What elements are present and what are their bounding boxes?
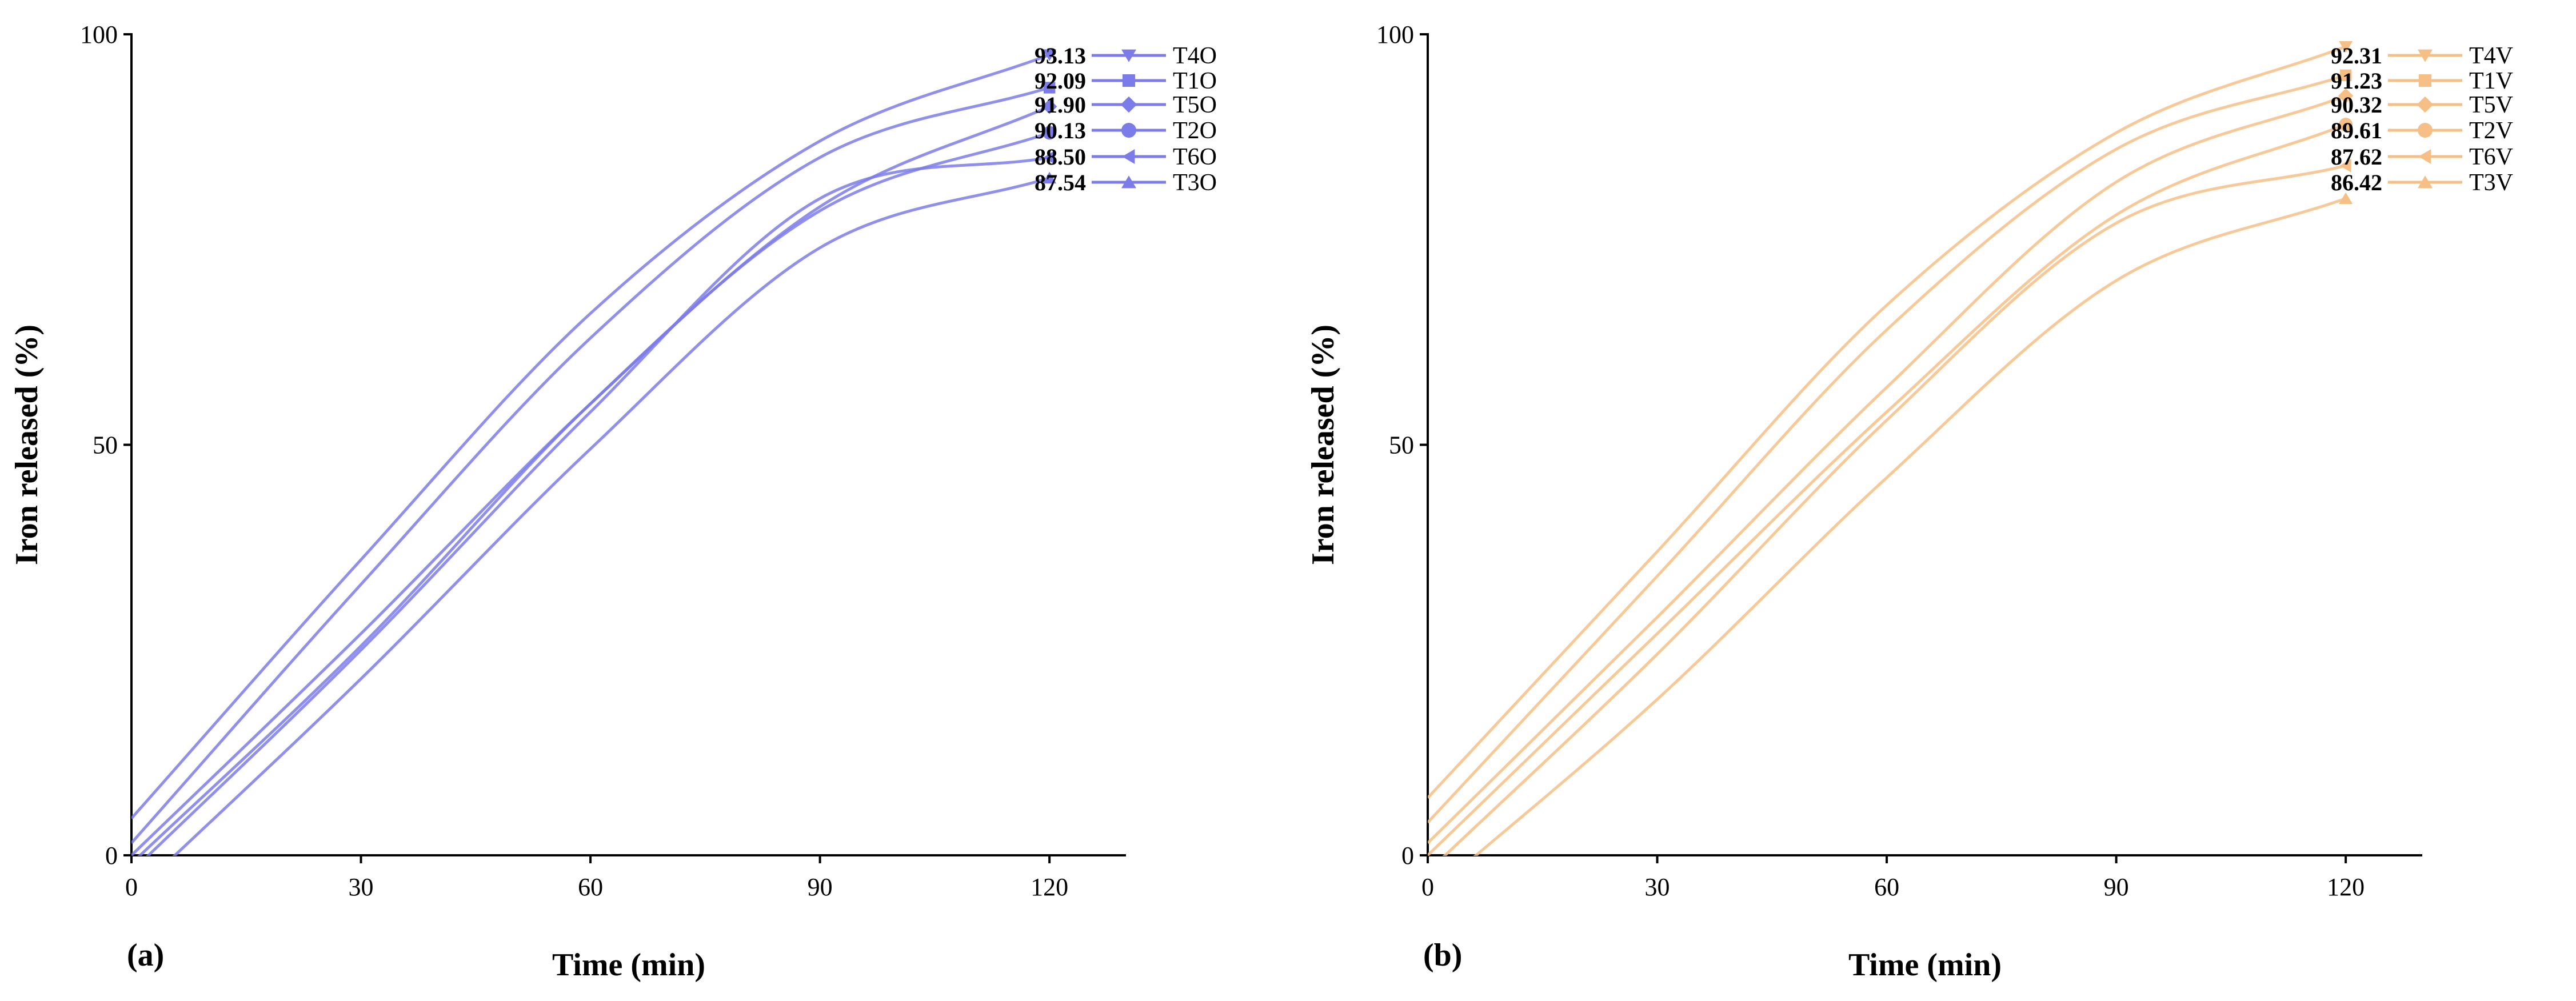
- end-value-label-T4V: 92.31: [2331, 43, 2382, 69]
- legend-marker-T6V: [2418, 149, 2431, 164]
- end-value-label-T3O: 87.54: [1035, 170, 1086, 195]
- y-tick-label-b: 0: [1401, 842, 1414, 870]
- series-line-T6V: [1442, 164, 2346, 856]
- end-value-label-T4O: 93.13: [1035, 43, 1086, 69]
- legend-marker-T3O: [1121, 175, 1136, 189]
- y-tick-label-a: 0: [105, 842, 118, 870]
- legend-label-T4V: T4V: [2469, 43, 2513, 69]
- series-line-T1V: [1428, 74, 2346, 824]
- x-tick-label-a: 90: [808, 873, 833, 901]
- end-value-label-T5O: 91.90: [1035, 92, 1086, 118]
- legend-marker-T1V: [2418, 74, 2432, 87]
- y-axis-title-a: Iron released (%): [9, 325, 45, 565]
- panel-label-a: (a): [127, 938, 164, 973]
- x-axis-title-b: Time (min): [1848, 947, 2002, 983]
- series-line-T1O: [131, 86, 1050, 844]
- x-tick-label-b: 60: [1874, 873, 1899, 901]
- series-end-marker-T1O: [1043, 82, 1056, 94]
- chart-panel-b: 0 30 60 90 120 0 50 100 Time (min) Iron released …: [1305, 21, 2513, 983]
- chart-panel-a: 0 30 60 90 120 0 50 100 Time (min) Iron released …: [9, 21, 1217, 983]
- legend-label-T3V: T3V: [2469, 170, 2513, 196]
- x-tick-label-a: 120: [1031, 873, 1068, 901]
- legend-marker-T2O: [1121, 123, 1136, 138]
- legend-label-T5O: T5O: [1173, 92, 1217, 118]
- legend-label-T3O: T3O: [1173, 170, 1217, 196]
- legend-label-T6O: T6O: [1173, 144, 1217, 170]
- panel-label-b: (b): [1423, 938, 1462, 973]
- series-end-marker-T1V: [2339, 69, 2352, 82]
- series-line-T2V: [1428, 123, 2347, 856]
- series-line-T3O: [172, 177, 1050, 856]
- y-tick-label-b: 50: [1389, 431, 1414, 459]
- y-axis-title-b: Iron released (%): [1305, 325, 1341, 565]
- legend-marker-T5V: [2417, 96, 2434, 113]
- series-end-marker-T3V: [2339, 192, 2353, 204]
- series-lines-b: [1428, 45, 2347, 856]
- series-line-T4O: [131, 53, 1051, 819]
- legend-label-T4O: T4O: [1173, 43, 1217, 69]
- series-line-T5O: [131, 105, 1051, 856]
- end-value-label-T1O: 92.09: [1035, 68, 1086, 94]
- y-tick-label-a: 50: [93, 431, 118, 459]
- x-tick-label-b: 30: [1645, 873, 1670, 901]
- x-tick-label-b: 0: [1421, 873, 1434, 901]
- series-end-marker-T5V: [2338, 88, 2354, 103]
- legend-label-T5V: T5V: [2469, 92, 2513, 118]
- end-value-label-T2V: 89.61: [2331, 118, 2382, 143]
- x-tick-label-b: 120: [2327, 873, 2365, 901]
- legend-marker-T4O: [1121, 49, 1136, 62]
- end-value-label-T6V: 87.62: [2331, 144, 2382, 170]
- legend-label-T1O: T1O: [1173, 68, 1217, 94]
- end-value-label-T1V: 91.23: [2331, 68, 2382, 94]
- series-line-T2O: [137, 131, 1050, 856]
- series-end-marker-T4O: [1043, 49, 1057, 61]
- legend-label-T6V: T6V: [2469, 144, 2513, 170]
- legend-marker-T2V: [2418, 123, 2433, 138]
- series-end-marker-T3O: [1043, 171, 1057, 184]
- end-value-label-T6O: 88.50: [1035, 144, 1086, 170]
- legend-marker-T1O: [1122, 74, 1136, 87]
- series-line-T6O: [146, 156, 1050, 856]
- end-value-label-T2O: 90.13: [1035, 118, 1086, 143]
- x-tick-label-a: 0: [125, 873, 138, 901]
- series-lines-a: [131, 53, 1051, 856]
- series-end-marker-T6V: [2339, 158, 2351, 173]
- y-tick-label-b: 100: [1376, 21, 1414, 49]
- end-value-label-T3V: 86.42: [2331, 170, 2382, 195]
- y-tick-label-a: 100: [80, 21, 118, 49]
- x-tick-label-b: 90: [2104, 873, 2129, 901]
- x-tick-label-a: 60: [578, 873, 603, 901]
- series-end-marker-T5O: [1041, 99, 1057, 114]
- series-line-T4V: [1428, 45, 2347, 799]
- legend-label-T2V: T2V: [2469, 118, 2513, 144]
- x-axis-title-a: Time (min): [552, 947, 705, 983]
- legend-marker-T4V: [2418, 49, 2433, 62]
- legend-marker-T3V: [2418, 175, 2433, 189]
- legend-label-T2O: T2O: [1173, 118, 1217, 144]
- end-value-label-T5V: 90.32: [2331, 92, 2382, 118]
- series-end-marker-T2O: [1043, 126, 1057, 140]
- x-tick-label-a: 30: [349, 873, 374, 901]
- series-end-marker-T6O: [1043, 150, 1055, 165]
- series-line-T5V: [1428, 94, 2347, 844]
- legend-label-T1V: T1V: [2469, 68, 2513, 94]
- series-end-marker-T2V: [2339, 118, 2353, 132]
- legend-marker-T6O: [1122, 149, 1135, 164]
- legend-marker-T5O: [1120, 96, 1137, 113]
- series-end-marker-T4V: [2339, 41, 2353, 53]
- series-line-T3V: [1473, 197, 2346, 856]
